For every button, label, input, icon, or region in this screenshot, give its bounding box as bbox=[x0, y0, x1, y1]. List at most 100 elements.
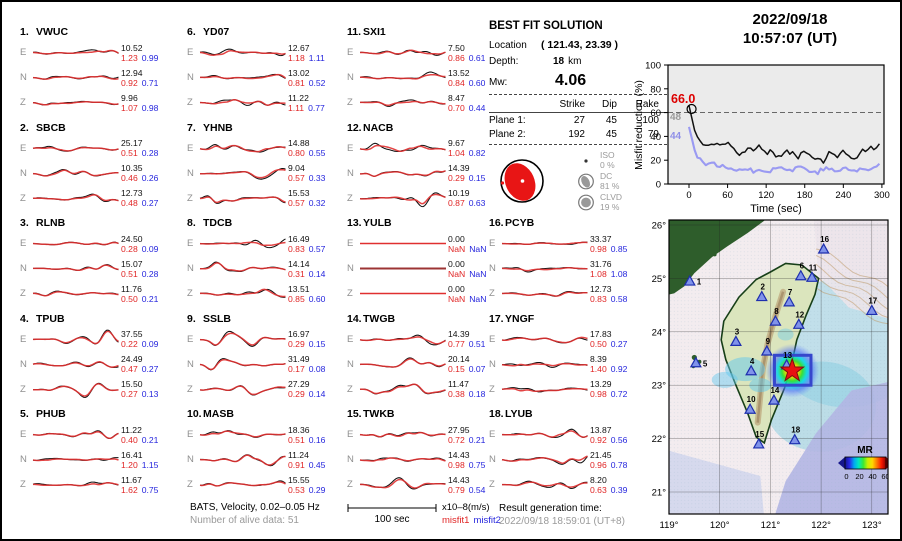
waveform-trace bbox=[33, 264, 119, 271]
misfit1-value: 0.85 bbox=[288, 293, 305, 304]
misfit2-value: 0.27 bbox=[141, 364, 159, 374]
station-YULB: 13. YULB E 0.00 NaN NaN N 0.00 NaN NaN Z 0.00 NaN NaN bbox=[347, 217, 509, 306]
station-header: 2. SBCB bbox=[20, 121, 66, 134]
plane1-label: Plane 1: bbox=[489, 115, 526, 126]
svg-text:0: 0 bbox=[656, 180, 661, 191]
trace-values: 27.95 0.72 0.21 bbox=[448, 425, 492, 445]
waveform-trace bbox=[501, 266, 588, 273]
peak-amplitude: 31.49 bbox=[288, 354, 310, 364]
station-marker-18 bbox=[788, 433, 801, 445]
waveform-trace bbox=[199, 261, 286, 273]
svg-text:5: 5 bbox=[703, 359, 708, 368]
waveform-row-LYUB-N: N 21.45 0.96 0.78 bbox=[489, 447, 651, 472]
misfit1-value: 0.27 bbox=[121, 389, 138, 399]
trace-values: 31.49 0.17 0.08 bbox=[288, 354, 332, 374]
waveform-row-NACB-Z: Z 10.19 0.87 0.63 bbox=[347, 186, 509, 211]
depth-value: 18 bbox=[553, 56, 565, 67]
peak-amplitude: 21.45 bbox=[590, 449, 612, 460]
event-date: 2022/09/18 bbox=[752, 11, 828, 28]
trace-values: 0.00 NaN NaN bbox=[448, 234, 492, 254]
misfit2-value: 0.92 bbox=[610, 364, 628, 374]
waveform-trace bbox=[32, 360, 119, 368]
focal-mechanism-beachball-icon bbox=[500, 159, 544, 203]
peak-amplitude: 13.29 bbox=[590, 379, 612, 389]
waveform-trace bbox=[32, 241, 119, 246]
svg-text:2: 2 bbox=[761, 283, 766, 292]
peak-amplitude: 12.73 bbox=[590, 283, 612, 294]
waveform-row-PHUB-Z: Z 11.67 1.62 0.75 bbox=[20, 472, 182, 497]
peak-amplitude: 37.55 bbox=[121, 329, 143, 339]
trace-values: 11.67 1.62 0.75 bbox=[121, 475, 165, 495]
dc-percent: 81 % bbox=[600, 180, 620, 191]
waveform-row-RLNB-Z: Z 11.76 0.50 0.21 bbox=[20, 281, 182, 306]
peak-amplitude: 8.20 bbox=[590, 474, 607, 485]
peak-amplitude: 16.41 bbox=[121, 449, 143, 460]
misfit1-value: 1.07 bbox=[121, 102, 138, 113]
peak-amplitude: 14.88 bbox=[288, 138, 310, 148]
waveform-trace bbox=[32, 100, 119, 106]
svg-text:48: 48 bbox=[670, 112, 682, 123]
station-VWUC: 1. VWUC E 10.52 1.23 0.99 N 12.94 0.92 0.71 Z 9.96 1… bbox=[20, 26, 182, 115]
peak-amplitude: 11.67 bbox=[121, 474, 142, 485]
station-marker-7 bbox=[783, 295, 796, 307]
trace-values: 31.76 1.08 1.08 bbox=[590, 259, 634, 279]
svg-text:6: 6 bbox=[800, 262, 805, 271]
peak-amplitude: 16.49 bbox=[288, 233, 310, 244]
band-text: BATS, Velocity, 0.02–0.05 Hz bbox=[190, 502, 320, 513]
svg-text:15: 15 bbox=[755, 430, 764, 439]
waveform-row-YD07-Z: Z 11.22 1.11 0.77 bbox=[187, 90, 349, 115]
waveform-trace bbox=[199, 430, 286, 438]
plane1-rake: 100 bbox=[642, 115, 659, 126]
peak-amplitude: 11.22 bbox=[288, 92, 309, 103]
trace-values: 14.88 0.80 0.55 bbox=[288, 138, 332, 158]
waveform-row-YHNB-E: E 14.88 0.80 0.55 bbox=[187, 136, 349, 161]
waveform-row-YULB-N: N 0.00 NaN NaN bbox=[347, 256, 509, 281]
misfit2-value: 0.60 bbox=[308, 293, 326, 304]
waveform-trace bbox=[501, 386, 588, 392]
svg-text:60: 60 bbox=[650, 108, 661, 119]
waveform-row-VWUC-Z: Z 9.96 1.07 0.98 bbox=[20, 90, 182, 115]
svg-text:119°: 119° bbox=[660, 520, 679, 531]
component-label: E bbox=[187, 47, 194, 58]
misfit1-value: 0.96 bbox=[590, 459, 607, 470]
station-header: 14. TWGB bbox=[347, 312, 396, 325]
component-label: E bbox=[489, 333, 496, 345]
component-label: N bbox=[347, 72, 354, 83]
waveform-row-NACB-N: N 14.39 0.29 0.15 bbox=[347, 161, 509, 186]
peak-amplitude: 15.50 bbox=[121, 379, 143, 389]
waveform-row-YNGF-N: N 8.39 1.40 0.92 bbox=[489, 352, 651, 377]
peak-amplitude: 14.43 bbox=[448, 474, 470, 485]
misfit1-value: 0.70 bbox=[448, 102, 465, 113]
mw-label: Mw: bbox=[489, 77, 508, 88]
station-header: 7. YHNB bbox=[187, 121, 233, 134]
misfit1-value: 0.63 bbox=[590, 484, 607, 495]
waveform-row-YD07-N: N 13.02 0.81 0.52 bbox=[187, 65, 349, 90]
waveform-row-SXI1-Z: Z 8.47 0.70 0.44 bbox=[347, 90, 509, 115]
waveform-row-LYUB-E: E 13.87 0.92 0.56 bbox=[489, 422, 651, 447]
waveform-trace bbox=[199, 48, 286, 57]
waveform-row-TPUB-E: E 37.55 0.22 0.09 bbox=[20, 327, 182, 352]
misfit1-value: 1.40 bbox=[590, 364, 607, 374]
peak-amplitude: 31.76 bbox=[590, 258, 612, 269]
station-marker-1 bbox=[683, 274, 696, 286]
trace-values: 13.87 0.92 0.56 bbox=[590, 425, 634, 445]
waveform-trace bbox=[501, 336, 588, 343]
waveform-row-MASB-Z: Z 15.55 0.53 0.29 bbox=[187, 472, 349, 497]
misfit2-value: 0.33 bbox=[308, 173, 326, 183]
peak-amplitude: 14.14 bbox=[288, 258, 310, 269]
station-marker-11 bbox=[805, 271, 818, 282]
component-label: N bbox=[20, 454, 27, 465]
misfit2-value: 0.56 bbox=[610, 434, 628, 445]
component-label: Z bbox=[20, 97, 26, 108]
misfit1-value: 0.92 bbox=[590, 434, 607, 445]
misfit2-value: 0.78 bbox=[610, 459, 628, 470]
station-YD07: 6. YD07 E 12.67 1.18 1.11 N 13.02 0.81 0.52 Z 11.22… bbox=[187, 26, 349, 115]
station-header: 16. PCYB bbox=[489, 217, 535, 229]
station-marker-16 bbox=[817, 242, 830, 254]
svg-text:18: 18 bbox=[791, 426, 800, 435]
peak-amplitude: 20.14 bbox=[448, 354, 470, 364]
peak-amplitude: 13.02 bbox=[288, 67, 310, 78]
svg-text:66.0: 66.0 bbox=[671, 92, 695, 106]
component-label: N bbox=[187, 263, 194, 274]
